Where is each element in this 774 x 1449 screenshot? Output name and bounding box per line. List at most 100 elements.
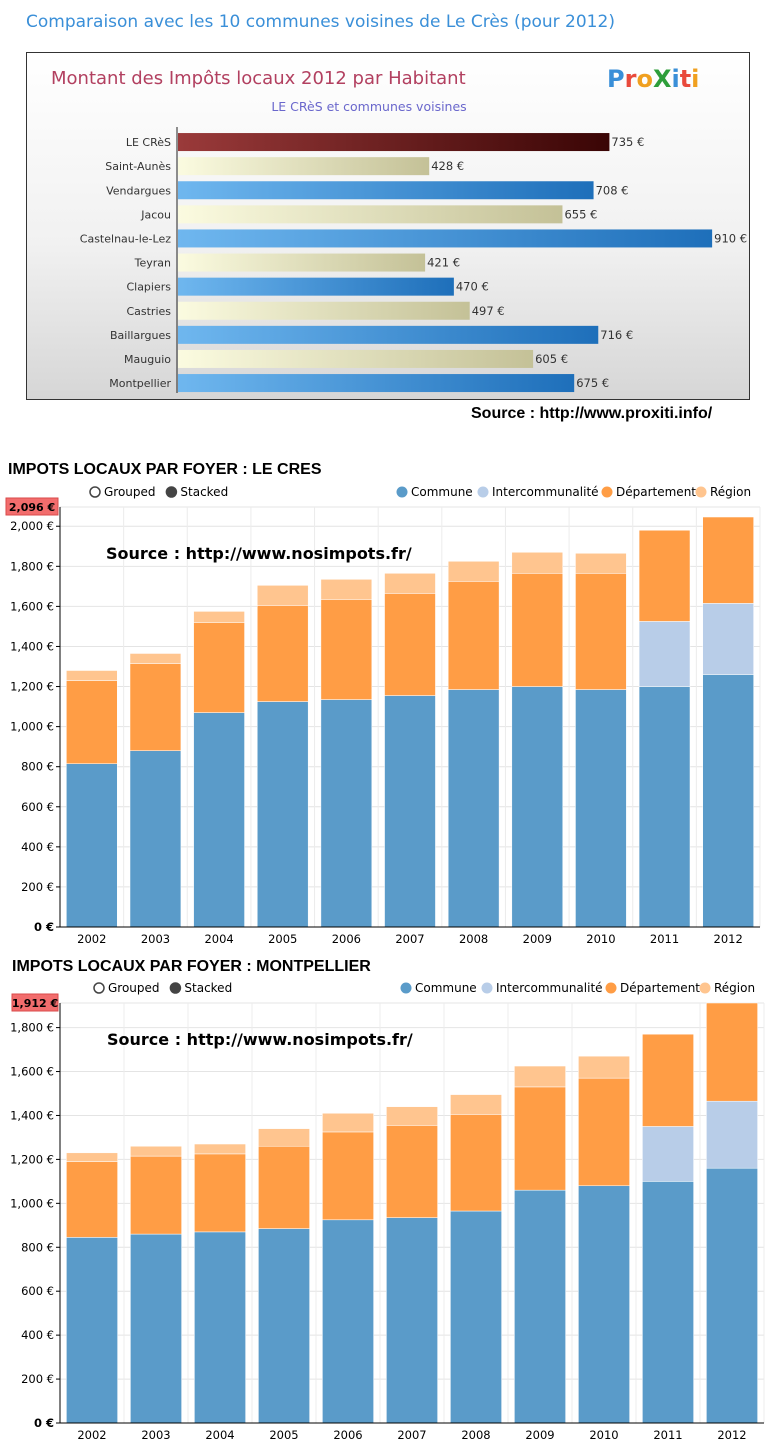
bar-region-2008[interactable] <box>450 1094 502 1115</box>
bar-departement-2007[interactable] <box>384 593 436 696</box>
bar-departement-2010[interactable] <box>575 573 627 690</box>
bar-intercommunalite-2011[interactable] <box>642 1126 694 1182</box>
bar-departement-2004[interactable] <box>194 1153 246 1233</box>
bar-region-2008[interactable] <box>447 561 500 582</box>
bar-departement-2009[interactable] <box>511 573 563 687</box>
bar-commune-2007[interactable] <box>386 1217 438 1424</box>
bar-departement-2008[interactable] <box>450 1114 502 1212</box>
control-stacked-radio[interactable] <box>165 486 178 498</box>
bar-commune-2011[interactable] <box>638 686 691 928</box>
bar-commune-2012[interactable] <box>702 674 754 928</box>
bar-departement-2011[interactable] <box>638 529 691 622</box>
control-grouped-radio[interactable] <box>93 982 105 994</box>
bar-region-2009[interactable] <box>511 552 563 574</box>
legend-departement-swatch[interactable] <box>605 982 617 994</box>
bar-region-2010[interactable] <box>578 1055 630 1079</box>
legend-commune-label[interactable]: Commune <box>411 485 473 499</box>
bar-region-2006[interactable] <box>322 1113 374 1133</box>
bar-commune-2009[interactable] <box>511 686 563 928</box>
bar-region-2005[interactable] <box>258 1128 310 1147</box>
bar-region-2003[interactable] <box>129 653 182 664</box>
bar-region-2002[interactable] <box>66 670 118 681</box>
bar-commune-2010[interactable] <box>575 689 627 928</box>
legend-departement-swatch[interactable] <box>601 486 613 498</box>
bar-intercommunalite-2012[interactable] <box>706 1100 758 1169</box>
hbar-subtitle: LE CRèS et communes voisines <box>271 99 466 114</box>
bar-departement-2010[interactable] <box>578 1077 630 1187</box>
bar-departement-2006[interactable] <box>320 599 373 700</box>
bar-commune-2010[interactable] <box>578 1185 630 1424</box>
control-stacked-label[interactable]: Stacked <box>180 485 228 499</box>
bar-commune-2004[interactable] <box>194 1231 246 1424</box>
bar-departement-2002[interactable] <box>66 680 118 764</box>
bar-commune-2002[interactable] <box>66 763 118 928</box>
bar-departement-2002[interactable] <box>66 1161 118 1238</box>
y-tick-label: 1,800 € <box>10 1021 54 1035</box>
bar-commune-2003[interactable] <box>130 1233 182 1424</box>
bar-commune-2006[interactable] <box>322 1219 374 1424</box>
bar-commune-2005[interactable] <box>258 1228 310 1424</box>
legend-intercommunalite-swatch[interactable] <box>481 982 493 994</box>
legend-region-swatch[interactable] <box>695 486 707 498</box>
bar-region-2006[interactable] <box>320 579 373 600</box>
control-grouped-radio[interactable] <box>89 486 101 498</box>
y-tick-label: 800 € <box>21 760 54 774</box>
control-grouped-label[interactable]: Grouped <box>104 485 156 499</box>
x-tick-label: 2011 <box>650 932 679 946</box>
bar-commune-2008[interactable] <box>450 1210 502 1424</box>
bar-commune-2005[interactable] <box>257 701 309 928</box>
legend-intercommunalite-label[interactable]: Intercommunalité <box>496 981 603 995</box>
bar-commune-2006[interactable] <box>320 699 373 928</box>
bar-commune-2002[interactable] <box>66 1237 118 1424</box>
hbar-value-label: 910 € <box>714 231 747 245</box>
bar-departement-2012[interactable] <box>706 1002 758 1102</box>
bar-departement-2006[interactable] <box>322 1131 374 1221</box>
legend-intercommunalite-label[interactable]: Intercommunalité <box>492 485 599 499</box>
bar-departement-2004[interactable] <box>193 622 245 713</box>
legend-region-label[interactable]: Région <box>710 485 751 499</box>
bar-commune-2009[interactable] <box>514 1189 566 1424</box>
bar-departement-2007[interactable] <box>386 1125 438 1218</box>
bar-departement-2003[interactable] <box>130 1155 182 1235</box>
legend-commune-swatch[interactable] <box>400 982 412 994</box>
legend-departement-label[interactable]: Département <box>616 485 696 499</box>
bar-commune-2008[interactable] <box>447 689 500 928</box>
bar-commune-2012[interactable] <box>706 1167 758 1424</box>
bar-intercommunalite-2012[interactable] <box>702 603 754 675</box>
bar-region-2009[interactable] <box>514 1065 566 1088</box>
bar-commune-2007[interactable] <box>384 695 436 928</box>
bar-commune-2003[interactable] <box>129 750 182 928</box>
legend-departement-label[interactable]: Département <box>620 981 700 995</box>
control-stacked-radio[interactable] <box>169 982 182 994</box>
bar-departement-2005[interactable] <box>258 1145 310 1229</box>
y-tick-label: 1,400 € <box>10 1108 54 1122</box>
legend-commune-label[interactable]: Commune <box>415 981 477 995</box>
x-tick-label: 2008 <box>461 1428 490 1442</box>
bar-region-2003[interactable] <box>130 1145 182 1157</box>
y-tick-label: 600 € <box>21 800 54 814</box>
bar-departement-2011[interactable] <box>642 1033 694 1127</box>
bar-region-2007[interactable] <box>386 1106 438 1126</box>
legend-region-label[interactable]: Région <box>714 981 755 995</box>
bar-commune-2004[interactable] <box>193 712 245 928</box>
legend-region-swatch[interactable] <box>699 982 711 994</box>
bar-departement-2012[interactable] <box>702 516 754 604</box>
bar-departement-2008[interactable] <box>447 581 500 690</box>
bar-region-2004[interactable] <box>194 1143 246 1155</box>
control-grouped-label[interactable]: Grouped <box>108 981 160 995</box>
x-tick-label: 2006 <box>333 1428 362 1442</box>
bar-intercommunalite-2011[interactable] <box>638 621 691 687</box>
bar-region-2005[interactable] <box>257 585 309 606</box>
bar-departement-2005[interactable] <box>257 605 309 702</box>
bar-region-2002[interactable] <box>66 1152 118 1162</box>
bar-region-2010[interactable] <box>575 553 627 574</box>
bar-region-2004[interactable] <box>193 611 245 623</box>
bar-commune-2011[interactable] <box>642 1181 694 1424</box>
y-tick-label: 1,800 € <box>10 559 54 573</box>
legend-commune-swatch[interactable] <box>396 486 408 498</box>
bar-departement-2009[interactable] <box>514 1086 566 1191</box>
bar-region-2007[interactable] <box>384 573 436 594</box>
legend-intercommunalite-swatch[interactable] <box>477 486 489 498</box>
control-stacked-label[interactable]: Stacked <box>184 981 232 995</box>
bar-departement-2003[interactable] <box>129 663 182 751</box>
